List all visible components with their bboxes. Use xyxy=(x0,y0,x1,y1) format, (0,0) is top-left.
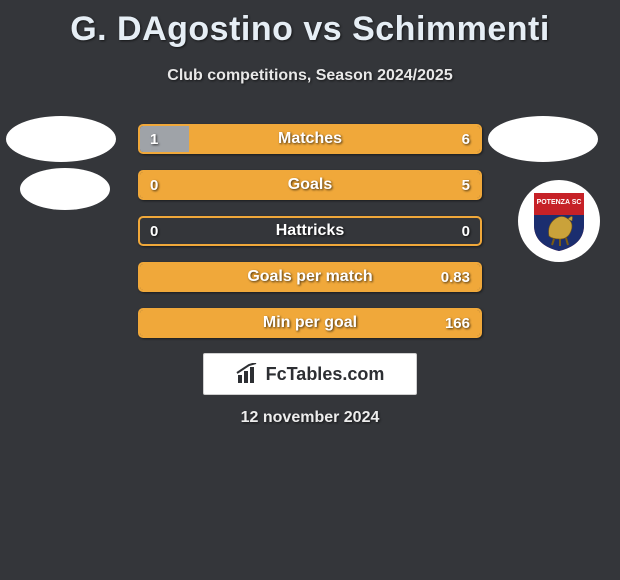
stat-value-right: 0 xyxy=(462,218,470,244)
stat-row: 0.83Goals per match xyxy=(138,262,482,292)
comparison-card: G. DAgostino vs Schimmenti Club competit… xyxy=(0,0,620,580)
player-left-avatar xyxy=(6,116,116,162)
chart-icon xyxy=(236,363,260,385)
stat-value-left: 0 xyxy=(150,172,158,198)
bar-fill-right xyxy=(140,310,480,336)
page-title: G. DAgostino vs Schimmenti xyxy=(0,10,620,49)
shield-icon: POTENZA SC xyxy=(532,189,586,253)
bar-fill-right xyxy=(140,264,480,290)
stats-bars: 16Matches05Goals00Hattricks0.83Goals per… xyxy=(138,124,482,354)
club-badge: POTENZA SC xyxy=(518,180,600,262)
stat-row: 05Goals xyxy=(138,170,482,200)
brand-text: FcTables.com xyxy=(266,364,385,385)
subtitle: Club competitions, Season 2024/2025 xyxy=(0,67,620,85)
stat-value-left: 1 xyxy=(150,126,158,152)
stat-row: 0 0Hattricks xyxy=(138,216,482,246)
bar-fill-right xyxy=(189,126,480,152)
bar-fill-right xyxy=(140,172,480,198)
stat-value-right: 166 xyxy=(445,310,470,336)
brand-footer[interactable]: FcTables.com xyxy=(203,353,417,395)
stat-value-right: 0.83 xyxy=(441,264,470,290)
player-right-avatar xyxy=(488,116,598,162)
stat-label: Hattricks xyxy=(140,218,480,244)
stat-row: 166Min per goal xyxy=(138,308,482,338)
bar-fill-left xyxy=(140,126,189,152)
player-left-avatar-2 xyxy=(20,168,110,210)
stat-row: 16Matches xyxy=(138,124,482,154)
stat-value-right: 6 xyxy=(462,126,470,152)
stat-value-right: 5 xyxy=(462,172,470,198)
date-text: 12 november 2024 xyxy=(0,409,620,427)
svg-text:POTENZA SC: POTENZA SC xyxy=(537,199,582,206)
stat-value-left: 0 xyxy=(150,218,158,244)
